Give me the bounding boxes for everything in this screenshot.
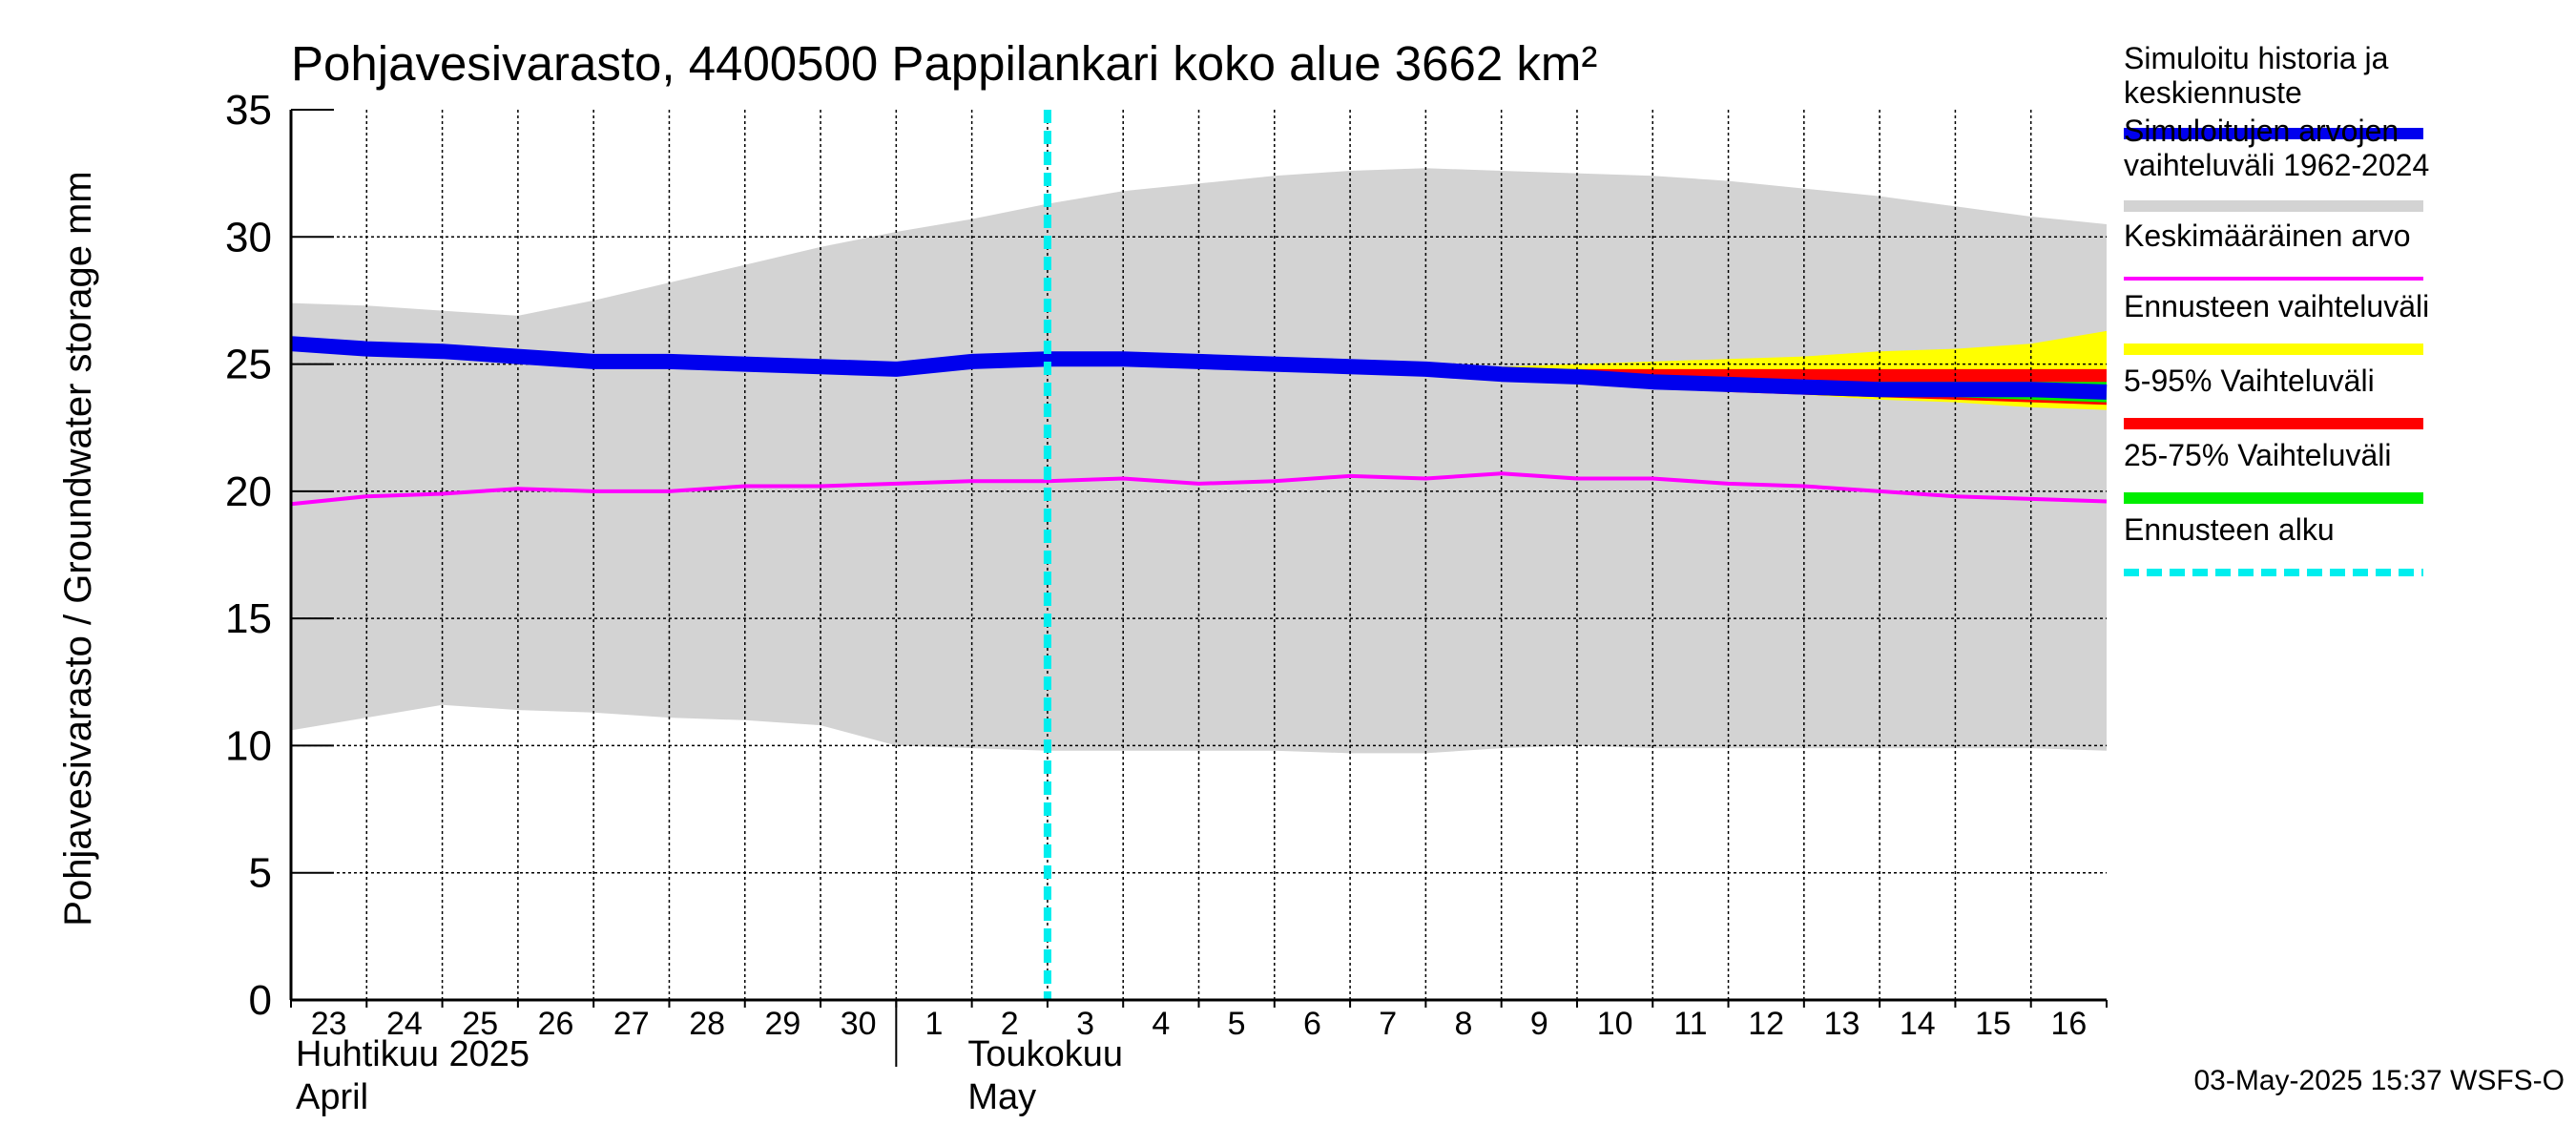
legend-item-simuloitu-historia-ja-keskiennuste: Simuloitu historia ja keskiennuste bbox=[2124, 41, 2423, 139]
legend-label: 25-75% Vaihteluväli bbox=[2124, 438, 2391, 472]
x-tick-label: 16 bbox=[2050, 1006, 2087, 1042]
x-tick-label: 27 bbox=[613, 1006, 650, 1042]
x-tick-label: 26 bbox=[538, 1006, 574, 1042]
legend-item-keskimaarainen-arvo: Keskimääräinen arvo bbox=[2124, 219, 2423, 281]
x-tick-label: 1 bbox=[925, 1006, 944, 1042]
x-tick-label: 9 bbox=[1530, 1006, 1548, 1042]
x-tick-label: 14 bbox=[1900, 1006, 1936, 1042]
timestamp-footer: 03-May-2025 15:37 WSFS-O bbox=[2194, 1065, 2566, 1096]
x-tick-label: 2 bbox=[1001, 1006, 1019, 1042]
month-label-en: April bbox=[296, 1077, 368, 1117]
x-tick-label: 12 bbox=[1748, 1006, 1784, 1042]
legend-item-ennusteen-alku: Ennusteen alku bbox=[2124, 512, 2423, 576]
y-tick-label: 30 bbox=[225, 214, 272, 260]
legend-item-ennusteen-vaihteluvali: Ennusteen vaihteluväli bbox=[2124, 289, 2429, 355]
y-tick-label: 10 bbox=[225, 722, 272, 769]
y-tick-label: 0 bbox=[249, 977, 272, 1024]
line-keskimaarainen-arvo bbox=[290, 471, 2108, 507]
x-tick-label: 15 bbox=[1975, 1006, 2011, 1042]
month-label: Huhtikuu 2025 bbox=[296, 1034, 530, 1074]
x-tick-label: 25 bbox=[462, 1006, 498, 1042]
month-label-en: May bbox=[967, 1077, 1036, 1117]
y-tick-label: 15 bbox=[225, 595, 272, 642]
y-tick-label: 25 bbox=[225, 342, 272, 388]
legend-item-simuloitujen-arvojen-vaihteluvali-1962-2024: Simuloitujen arvojen vaihteluväli 1962-20… bbox=[2124, 114, 2429, 212]
y-tick-label: 20 bbox=[225, 468, 272, 515]
line-simuloitu-historia-ja-keskiennuste bbox=[290, 336, 2108, 400]
legend-label: Ennusteen vaihteluväli bbox=[2124, 289, 2429, 323]
x-tick-label: 13 bbox=[1824, 1006, 1860, 1042]
x-tick-label: 5 bbox=[1228, 1006, 1246, 1042]
x-tick-label: 29 bbox=[764, 1006, 800, 1042]
x-tick-label: 11 bbox=[1673, 1006, 1707, 1042]
x-tick-label: 7 bbox=[1379, 1006, 1397, 1042]
legend-item-5-95-vaihteluvali: 5-95% Vaihteluväli bbox=[2124, 364, 2423, 429]
x-tick-label: 23 bbox=[311, 1006, 347, 1042]
x-tick-label: 10 bbox=[1597, 1006, 1633, 1042]
y-tick-label: 35 bbox=[225, 87, 272, 134]
x-tick-label: 24 bbox=[386, 1006, 423, 1042]
legend-label: 5-95% Vaihteluväli bbox=[2124, 364, 2375, 398]
chart-title: Pohjavesivarasto, 4400500 Pappilankari k… bbox=[291, 36, 1597, 91]
x-tick-label: 4 bbox=[1152, 1006, 1170, 1042]
x-tick-label: 6 bbox=[1303, 1006, 1321, 1042]
x-tick-label: 28 bbox=[689, 1006, 725, 1042]
legend: Simuloitu historia ja keskiennusteSimuloi… bbox=[2124, 41, 2429, 576]
lines-layer bbox=[290, 110, 2108, 1000]
legend-item-25-75-vaihteluvali: 25-75% Vaihteluväli bbox=[2124, 438, 2423, 504]
legend-label: Simuloitujen arvojen vaihteluväli 1962-20… bbox=[2124, 114, 2429, 182]
x-tick-label: 8 bbox=[1455, 1006, 1473, 1042]
legend-label: Ennusteen alku bbox=[2124, 512, 2335, 547]
legend-label: Simuloitu historia ja keskiennuste bbox=[2124, 41, 2389, 110]
y-axis-label: Pohjavesivarasto / Groundwater storage m… bbox=[57, 171, 99, 926]
grid-layer bbox=[291, 110, 2107, 1000]
month-label: Toukokuu bbox=[967, 1034, 1123, 1074]
y-tick-label: 5 bbox=[249, 850, 272, 897]
legend-label: Keskimääräinen arvo bbox=[2124, 219, 2411, 253]
x-tick-label: 3 bbox=[1076, 1006, 1094, 1042]
x-tick-label: 30 bbox=[841, 1006, 877, 1042]
